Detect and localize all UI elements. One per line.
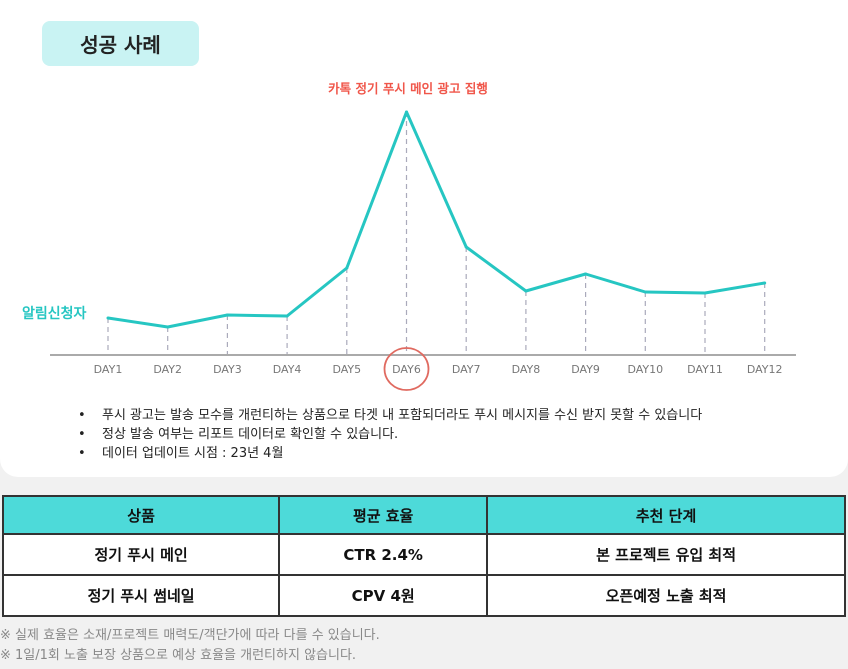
highlight-circle xyxy=(383,347,430,391)
data-point xyxy=(345,266,349,270)
data-point xyxy=(763,281,767,285)
cell-stage: 본 프로젝트 유입 최적 xyxy=(486,533,846,576)
data-point xyxy=(285,314,289,318)
chart-annotation: 카톡 정기 푸시 메인 광고 집행 xyxy=(328,81,488,96)
header-efficiency: 평균 효율 xyxy=(278,495,489,535)
series-line xyxy=(107,110,765,329)
table-row: 정기 푸시 썸네일 CPV 4원 오픈예정 노출 최적 xyxy=(1,574,846,617)
data-point xyxy=(225,313,229,317)
x-tick-label: DAY11 xyxy=(687,363,723,376)
section-title: 성공 사례 xyxy=(42,21,199,66)
data-point xyxy=(106,316,110,320)
cell-efficiency: CPV 4원 xyxy=(278,574,489,617)
x-tick-label: DAY4 xyxy=(273,363,302,376)
x-tick-label: DAY2 xyxy=(153,363,182,376)
series-label: 알림신청자 xyxy=(22,306,87,322)
data-point xyxy=(405,110,408,114)
table-header-row: 상품 평균 효율 추천 단계 xyxy=(1,495,846,535)
note-item: 푸시 광고는 발송 모수를 개런티하는 상품으로 타겟 내 포함되더라도 푸시 … xyxy=(78,406,702,425)
success-case-card: 성공 사례 카톡 정기 푸시 메인 광고 집행 알림신청자 DAY1 DAY2 DA… xyxy=(0,0,848,477)
product-table: 상품 평균 효율 추천 단계 정기 푸시 메인 CTR 2.4% 본 프로젝트 … xyxy=(1,495,846,617)
cell-product: 정기 푸시 메인 xyxy=(1,533,281,576)
notes-list: 푸시 광고는 발송 모수를 개런티하는 상품으로 타겟 내 포함되더라도 푸시 … xyxy=(78,406,702,463)
x-tick-label: DAY8 xyxy=(512,363,541,376)
footnote: ※ 1일/1회 노출 보장 상품으로 예상 효율을 개런티하지 않습니다. xyxy=(0,648,357,663)
footnotes: ※ 실제 효율은 소재/프로젝트 매력도/객단가에 따라 다를 수 있습니다. … xyxy=(0,626,380,666)
x-tick-label: DAY3 xyxy=(213,363,242,376)
header-product: 상품 xyxy=(1,495,281,535)
line-chart: 카톡 정기 푸시 메인 광고 집행 알림신청자 DAY1 DAY2 DAY3 DAY4… xyxy=(22,81,796,391)
data-point xyxy=(703,291,707,295)
data-point xyxy=(643,290,647,294)
cell-stage: 오픈예정 노출 최적 xyxy=(486,574,846,617)
x-tick-label: DAY12 xyxy=(747,363,783,376)
cell-efficiency: CTR 2.4% xyxy=(278,533,489,576)
data-point xyxy=(464,245,468,249)
header-stage: 추천 단계 xyxy=(486,495,846,535)
data-point xyxy=(584,272,588,276)
data-point xyxy=(524,289,528,293)
x-tick-label: DAY5 xyxy=(332,363,361,376)
note-item: 데이터 업데이트 시점 : 23년 4월 xyxy=(78,444,702,463)
x-tick-label: DAY10 xyxy=(627,363,663,376)
x-tick-label: DAY1 xyxy=(94,363,123,376)
x-tick-label: DAY6 xyxy=(392,363,421,376)
note-item: 정상 발송 여부는 리포트 데이터로 확인할 수 있습니다. xyxy=(78,425,702,444)
x-tick-label: DAY7 xyxy=(452,363,481,376)
cell-product: 정기 푸시 썸네일 xyxy=(1,574,281,617)
data-point xyxy=(166,325,170,329)
footnote: ※ 실제 효율은 소재/프로젝트 매력도/객단가에 따라 다를 수 있습니다. xyxy=(0,628,380,643)
table-row: 정기 푸시 메인 CTR 2.4% 본 프로젝트 유입 최적 xyxy=(1,533,846,576)
x-tick-label: DAY9 xyxy=(571,363,600,376)
